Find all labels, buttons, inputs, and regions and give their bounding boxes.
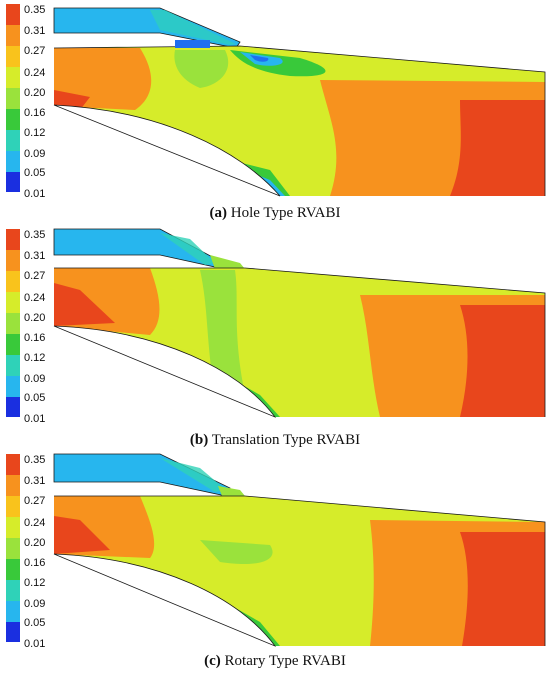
colorbar-c: 0.35 0.31 0.27 0.24 0.20 0.16 0.12 0.09 … — [6, 454, 45, 650]
colorbar-tick: 0.20 — [24, 537, 45, 549]
colorbar-a: 0.35 0.31 0.27 0.24 0.20 0.16 0.12 0.09 … — [6, 4, 45, 200]
main-flow-field — [54, 268, 545, 417]
caption-rotary-type: (c) Rotary Type RVABI — [0, 653, 550, 670]
colorbar-tick: 0.16 — [24, 107, 45, 119]
caption-translation-type: (b) Translation Type RVABI — [0, 432, 550, 449]
colorbar-tick: 0.24 — [24, 517, 45, 529]
colorbar-tick: 0.05 — [24, 167, 45, 179]
colorbar-tick: 0.24 — [24, 292, 45, 304]
contour-plot-rotary-type: 0.35 0.31 0.27 0.24 0.20 0.16 0.12 0.09 … — [6, 453, 546, 650]
colorbar-tick: 0.31 — [24, 475, 45, 487]
colorbar-tick: 0.20 — [24, 312, 45, 324]
caption-letter: (b) — [189, 432, 209, 448]
colorbar-tick: 0.20 — [24, 87, 45, 99]
colorbar-tick: 0.09 — [24, 598, 45, 610]
colorbar-b: 0.35 0.31 0.27 0.24 0.20 0.16 0.12 0.09 … — [6, 229, 45, 425]
colorbar-tick: 0.16 — [24, 332, 45, 344]
contour-plot-translation-type: 0.35 0.31 0.27 0.24 0.20 0.16 0.12 0.09 … — [6, 228, 546, 425]
caption-text: Rotary Type RVABI — [220, 653, 346, 669]
colorbar-tick: 0.24 — [24, 67, 45, 79]
colorbar-tick: 0.35 — [24, 229, 45, 241]
colorbar-tick: 0.31 — [24, 25, 45, 37]
caption-hole-type: (a) Hole Type RVABI — [0, 205, 550, 222]
colorbar-tick: 0.27 — [24, 270, 45, 282]
colorbar-tick: 0.12 — [24, 577, 45, 589]
colorbar-tick: 0.01 — [24, 188, 45, 200]
colorbar-tick: 0.05 — [24, 617, 45, 629]
colorbar-tick: 0.27 — [24, 495, 45, 507]
main-flow-field — [54, 46, 545, 196]
panel-rotary-type: 0.35 0.31 0.27 0.24 0.20 0.16 0.12 0.09 … — [0, 450, 550, 683]
colorbar-tick: 0.27 — [24, 45, 45, 57]
contour-plot-hole-type: 0.35 0.31 0.27 0.24 0.20 0.16 0.12 0.09 … — [6, 4, 546, 200]
main-flow-field — [54, 496, 545, 646]
colorbar-tick: 0.01 — [24, 638, 45, 650]
colorbar-tick: 0.01 — [24, 413, 45, 425]
colorbar-tick: 0.12 — [24, 352, 45, 364]
colorbar-tick: 0.09 — [24, 148, 45, 160]
colorbar-tick: 0.16 — [24, 557, 45, 569]
caption-letter: (c) — [204, 653, 221, 669]
panel-hole-type: 0.35 0.31 0.27 0.24 0.20 0.16 0.12 0.09 … — [0, 0, 550, 230]
colorbar-tick: 0.35 — [24, 4, 45, 16]
colorbar-tick: 0.05 — [24, 392, 45, 404]
colorbar-tick: 0.31 — [24, 250, 45, 262]
secondary-injection-channel — [53, 7, 241, 49]
colorbar-tick: 0.09 — [24, 373, 45, 385]
caption-letter: (a) — [209, 205, 228, 221]
colorbar-tick: 0.35 — [24, 454, 45, 466]
caption-text: Hole Type RVABI — [227, 205, 341, 221]
colorbar-tick: 0.12 — [24, 127, 45, 139]
panel-translation-type: 0.35 0.31 0.27 0.24 0.20 0.16 0.12 0.09 … — [0, 225, 550, 455]
caption-text: Translation Type RVABI — [208, 432, 361, 448]
